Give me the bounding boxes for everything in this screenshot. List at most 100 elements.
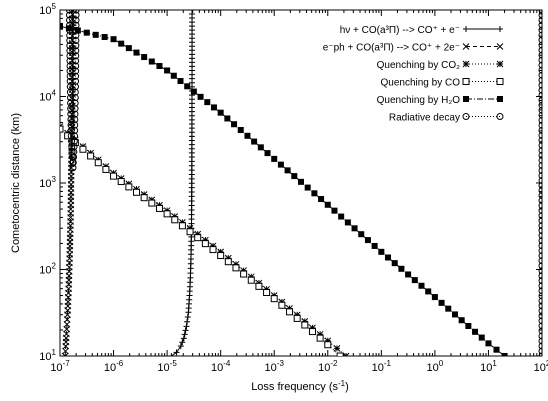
data-point: [538, 66, 542, 74]
data-point: [67, 121, 75, 129]
data-point: [538, 292, 542, 300]
data-point: [538, 11, 542, 19]
data-point: [133, 188, 141, 196]
data-point: [538, 332, 542, 340]
data-point: [316, 330, 324, 338]
data-point: [70, 153, 78, 161]
data-point: [155, 204, 163, 212]
data-point: [178, 222, 186, 230]
data-point: [501, 353, 508, 356]
data-point: [293, 314, 301, 322]
data-point: [451, 311, 458, 318]
legend-label: e⁻ph + CO(a³Π) --> CO⁺ + 2e⁻: [323, 43, 460, 54]
data-point: [538, 232, 542, 240]
data-point: [538, 101, 542, 109]
data-point: [257, 144, 264, 151]
data-point: [94, 159, 102, 167]
data-point: [65, 10, 73, 14]
data-point: [177, 343, 184, 350]
data-point: [418, 282, 425, 289]
data-point: [538, 36, 542, 44]
data-point: [125, 183, 133, 191]
data-point: [183, 323, 190, 330]
data-point: [538, 111, 542, 119]
data-point: [538, 136, 542, 144]
data-point: [60, 125, 64, 133]
data-point: [264, 150, 271, 157]
data-point: [318, 196, 325, 203]
data-point: [194, 234, 202, 242]
data-point: [148, 58, 155, 65]
data-point: [538, 171, 542, 179]
data-point: [67, 116, 75, 124]
data-point: [538, 26, 542, 34]
data-point: [71, 110, 79, 118]
data-point: [472, 328, 479, 335]
series-1: [168, 10, 196, 356]
data-point: [538, 61, 542, 69]
data-point: [71, 139, 79, 147]
data-point: [324, 201, 331, 208]
data-point: [71, 121, 79, 129]
data-point: [170, 72, 177, 79]
data-point: [538, 262, 542, 270]
data-point: [224, 254, 232, 262]
data-point: [251, 138, 258, 145]
data-point: [538, 267, 542, 275]
data-point: [465, 323, 472, 330]
data-point: [538, 156, 542, 164]
data-point: [110, 36, 117, 43]
data-point: [71, 116, 79, 124]
data-point: [278, 301, 286, 309]
data-point: [336, 352, 344, 356]
data-point: [171, 216, 179, 224]
data-point: [316, 334, 324, 342]
series-layer: [60, 10, 542, 356]
data-point: [72, 26, 80, 34]
data-point: [438, 299, 445, 306]
data-point: [79, 145, 87, 153]
data-point: [210, 104, 217, 111]
data-point: [324, 337, 332, 345]
data-point: [538, 81, 542, 89]
x-tick-label: 10-5: [157, 359, 177, 374]
data-point: [496, 43, 504, 50]
data-point: [186, 228, 194, 236]
data-point: [66, 83, 74, 91]
data-point: [425, 288, 432, 295]
data-point: [538, 16, 542, 24]
y-tick-label: 105: [39, 2, 56, 17]
data-point: [66, 72, 74, 80]
data-point: [371, 242, 378, 249]
data-point: [70, 143, 78, 151]
y-tick-label: 101: [39, 348, 56, 363]
data-point: [173, 349, 180, 356]
data-point: [538, 41, 542, 49]
data-point: [351, 225, 358, 232]
data-point: [189, 10, 196, 13]
data-point: [405, 271, 412, 278]
data-point: [538, 182, 542, 190]
data-point: [308, 328, 316, 336]
data-point: [118, 40, 125, 47]
data-point: [538, 76, 542, 84]
data-point: [538, 337, 542, 345]
y-tick-label: 102: [39, 262, 56, 277]
x-tick-label: 10-1: [372, 359, 392, 374]
data-point: [342, 352, 350, 356]
data-point: [163, 210, 171, 218]
data-point: [141, 54, 148, 61]
data-point: [538, 217, 542, 225]
data-point: [538, 126, 542, 134]
data-point: [232, 264, 240, 272]
data-point: [385, 254, 392, 261]
data-point: [72, 72, 80, 80]
data-point: [71, 126, 79, 134]
data-point: [87, 152, 95, 160]
data-point: [496, 60, 504, 68]
data-point: [72, 37, 80, 45]
data-point: [538, 227, 542, 235]
data-point: [364, 237, 371, 244]
data-point: [538, 237, 542, 245]
data-point: [286, 308, 294, 316]
